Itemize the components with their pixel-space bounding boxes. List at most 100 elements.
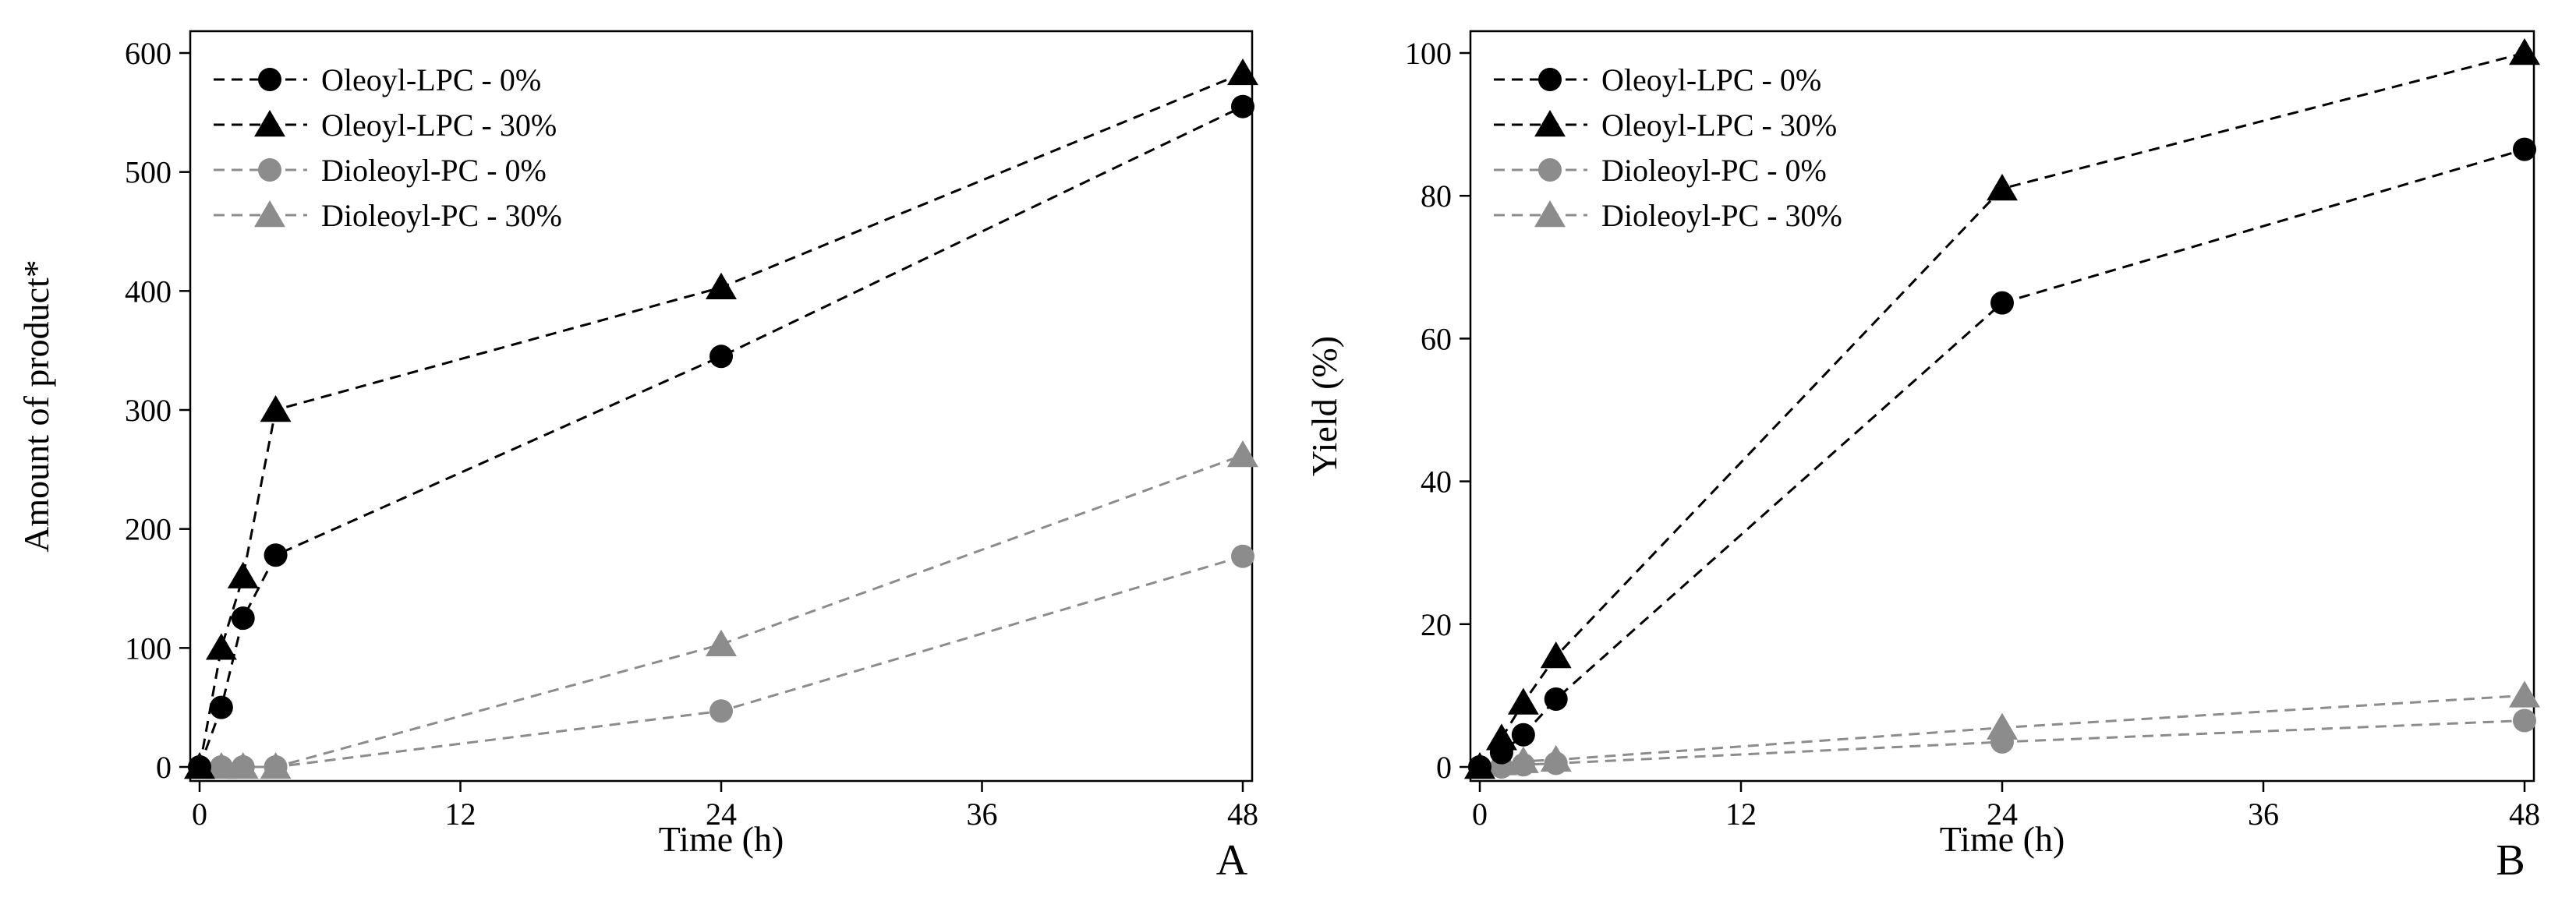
y-tick-label: 100 [1405,36,1452,71]
data-point [1231,544,1254,568]
y-tick-label: 200 [125,512,172,547]
data-point [1544,751,1568,776]
legend-marker [1534,200,1566,228]
data-point [231,606,255,631]
y-tick-label: 60 [1421,321,1452,356]
series-dioleoyl-pc-30- [1464,680,2540,779]
data-point [1987,174,2018,201]
data-point [205,633,237,660]
x-tick-label: 0 [1472,797,1488,832]
x-tick-label: 24 [1987,797,2018,832]
series-dioleoyl-pc-0- [188,544,1254,779]
data-point [709,344,733,369]
legend-item: Dioleoyl-PC - 0% [214,153,547,188]
series-line [198,72,1244,768]
data-point [1485,723,1517,751]
x-tick-label: 0 [192,797,207,832]
y-tick-label: 80 [1421,178,1452,214]
data-point [1540,641,1572,669]
legend-item: Dioleoyl-PC - 0% [1494,153,1827,188]
legend-label: Dioleoyl-PC - 0% [1601,153,1827,188]
y-axis-title: Amount of product* [16,260,56,553]
y-tick-label: 300 [125,393,172,428]
data-point [2513,708,2536,733]
legend-item: Oleoyl-LPC - 0% [1494,62,1821,97]
x-tick-label: 24 [706,797,737,832]
y-axis-title: Yield (%) [1304,336,1344,476]
y-tick-label: 20 [1421,607,1452,642]
data-point [1227,58,1258,86]
x-axis-title: Time (h) [659,819,784,859]
data-point [188,755,211,779]
y-tick-label: 500 [125,155,172,190]
data-point [264,543,288,567]
x-tick-label: 48 [1227,797,1258,832]
legend-marker [258,158,281,182]
legend-item: Oleoyl-LPC - 0% [214,62,541,97]
data-point [1511,723,1535,747]
x-axis-title: Time (h) [1940,819,2065,859]
panel-label: B [2496,836,2525,885]
legend-item: Oleoyl-LPC - 30% [1494,108,1837,143]
data-point [260,395,292,422]
legend: Oleoyl-LPC - 0% Oleoyl-LPC - 30% Dioleoyl-… [1494,62,1842,233]
panel-label: A [1216,836,1248,885]
plot-frame [1469,30,2535,783]
data-point [2509,680,2540,708]
chart-panel-a: 0 100 200 300 400 500 600 0 12 24 36 48 Time (h) Amou… [16,30,1258,885]
data-point [709,699,733,723]
data-point [1990,730,2014,754]
x-tick-label: 12 [445,797,476,832]
series-dioleoyl-pc-30- [184,440,1258,779]
data-point [1231,94,1254,118]
legend-item: Oleoyl-LPC - 30% [214,108,557,143]
series-line [1479,148,2525,768]
legend: Oleoyl-LPC - 0% Oleoyl-LPC - 30% Dioleoyl-… [214,62,562,233]
chart-panel-b: 0 20 40 60 80 100 0 12 24 36 48 Time (h) Yield (%) B O… [1304,30,2540,885]
series-line [200,555,1244,768]
data-point [1987,712,2018,740]
data-point [1507,687,1539,715]
series-oleoyl-lpc-30- [1464,38,2540,779]
data-point [1511,753,1535,777]
legend-label: Oleoyl-LPC - 30% [1601,108,1837,143]
plot-frame [189,30,1254,783]
legend-marker [254,110,285,137]
data-point [706,629,737,656]
x-tick-label: 48 [2509,797,2540,832]
y-tick-label: 600 [125,36,172,71]
legend-label: Dioleoyl-PC - 30% [321,198,562,233]
data-point [2509,38,2540,65]
x-tick-label: 36 [967,797,998,832]
y-tick-label: 400 [125,274,172,309]
legend-item: Dioleoyl-PC - 30% [1494,198,1842,233]
legend-label: Oleoyl-LPC - 30% [321,108,557,143]
data-point [227,561,259,588]
legend-label: Oleoyl-LPC - 0% [321,62,541,97]
data-point [1544,687,1568,711]
legend-marker [1538,158,1562,182]
data-point [1990,291,2014,315]
data-point [2513,137,2536,161]
series-line [1478,51,2525,768]
y-tick-label: 0 [156,750,172,785]
legend-item: Dioleoyl-PC - 30% [214,198,562,233]
legend-marker [258,68,281,91]
data-point [1468,755,1491,779]
data-point [706,272,737,299]
data-point [1227,440,1258,468]
data-point [209,695,233,719]
legend-marker [1534,110,1566,137]
y-tick-label: 0 [1436,750,1452,785]
series-oleoyl-lpc-0- [188,94,1254,779]
x-tick-label: 36 [2248,797,2279,832]
legend-label: Oleoyl-LPC - 0% [1601,62,1821,97]
legend-label: Dioleoyl-PC - 0% [321,153,547,188]
data-point [231,755,255,779]
series-oleoyl-lpc-0- [1468,137,2536,779]
x-tick-label: 12 [1725,797,1757,832]
y-tick-label: 100 [125,631,172,666]
data-point [264,755,288,779]
